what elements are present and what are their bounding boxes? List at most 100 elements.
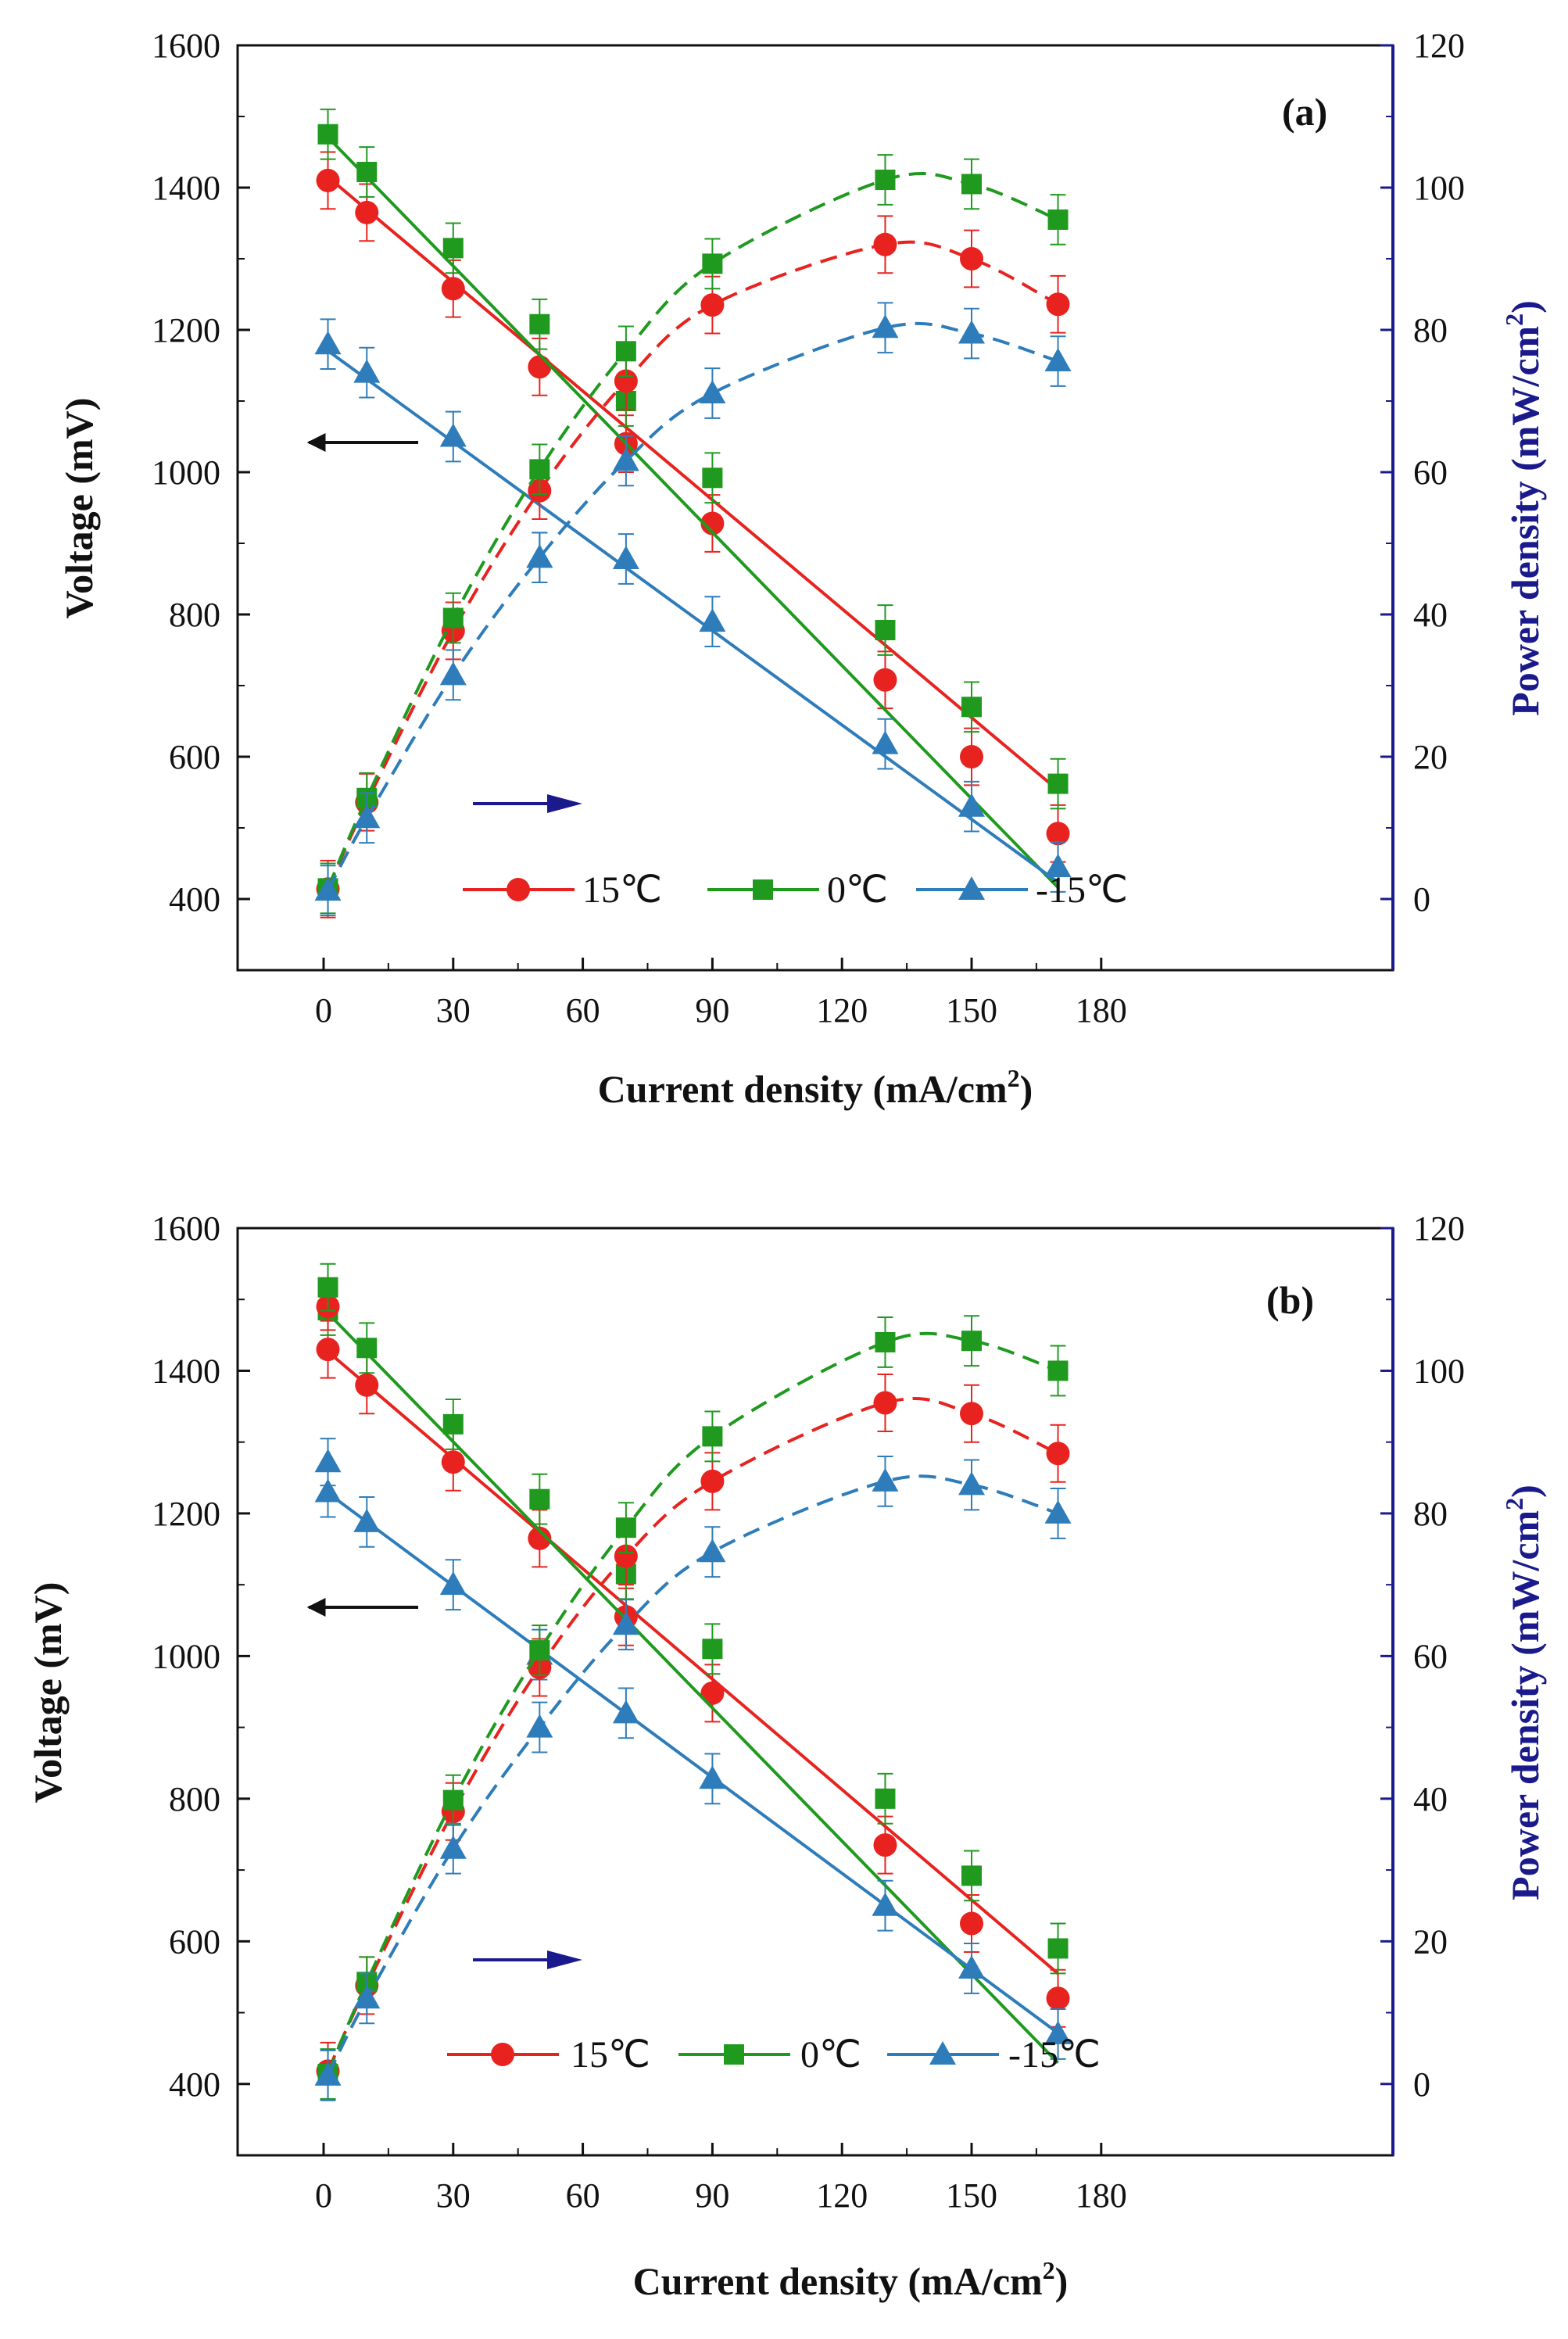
panel-a-voltage-point-15-2 <box>441 277 465 301</box>
panel-a-voltage-point-0-6 <box>875 620 896 641</box>
panel-b-voltage-point-m15-1 <box>353 1508 381 1532</box>
panel-a-legend-label-m15: -15℃ <box>1036 869 1128 911</box>
panel-b-voltage-point-0-7 <box>961 1865 982 1886</box>
panel-a-right-arrow-icon <box>473 794 582 813</box>
panel-b-ytick-label-4: 1200 <box>152 1495 220 1533</box>
panel-b-voltage-point-15-6 <box>873 1833 897 1857</box>
panel-b-ytick-label-1: 600 <box>169 1922 220 1961</box>
panel-b-label: (b) <box>1266 1278 1314 1322</box>
panel-a-voltage-fit-0 <box>327 136 1059 889</box>
panel-b-voltage-fit-15 <box>327 1350 1059 1975</box>
panel-b-power-point-m15-7 <box>958 1471 985 1495</box>
panel-b-voltage-fit-0 <box>327 1312 1059 2065</box>
panel-a-power-point-m15-4 <box>612 447 639 471</box>
panel-b-extra-point-1 <box>317 1277 338 1298</box>
panel-b-voltage-point-m15-0 <box>314 1478 342 1503</box>
panel-a-ytick-label-3: 1000 <box>152 453 220 492</box>
panel-b-power-point-m15-2 <box>439 1835 467 1859</box>
panel-a-power-point-15-5 <box>700 293 725 317</box>
panel-a-ytick-label-1: 600 <box>169 738 220 776</box>
panel-b-extra-point-2 <box>314 1449 342 1473</box>
panel-b: 0 30 60 90 120 150 180400600800100012001400160… <box>26 1209 1547 2303</box>
panel-b-ticks: 0 30 60 90 120 150 180400600800100012001400160… <box>152 1209 1465 2215</box>
panel-a-power-point-m15-0 <box>314 877 342 901</box>
panel-b-power-point-15-4 <box>614 1544 638 1568</box>
panel-a-xtick-label-4: 120 <box>816 991 868 1030</box>
panel-a-label: (a) <box>1282 90 1327 134</box>
panel-a-voltage-point-15-7 <box>960 745 983 768</box>
panel-b-ytick-label-2: 800 <box>169 1780 220 1818</box>
panel-a-ytick-label-0: 400 <box>169 880 220 919</box>
panel-a-xtick-label-2: 60 <box>566 991 600 1030</box>
panel-a-voltage-point-15-6 <box>873 668 897 692</box>
panel-b-legend-marker-m15 <box>929 2041 956 2065</box>
panel-a-xlabel: Current density (mA/cm2) <box>598 1064 1033 1111</box>
panel-b-plot-frame <box>236 1227 1394 2157</box>
panel-a-voltage-point-m15-2 <box>439 423 467 447</box>
panel-a-y2tick-label-3: 60 <box>1413 453 1448 492</box>
panel-a-power-point-15-8 <box>1046 292 1070 317</box>
panel-a-voltage-point-15-5 <box>700 511 725 535</box>
panel-b-voltage-fit-m15 <box>327 1492 1059 2035</box>
panel-b-voltage-point-0-5 <box>702 1639 723 1660</box>
panel-b-voltage-point-15-8 <box>1046 1986 1070 2011</box>
panel-a-voltage-point-m15-4 <box>612 546 639 570</box>
panel-a-y2tick-label-4: 80 <box>1413 311 1448 349</box>
panel-b-power-point-m15-3 <box>526 1714 553 1738</box>
panel-a-power-point-0-5 <box>702 253 723 274</box>
panel-b-power-point-15-8 <box>1046 1442 1070 1466</box>
panel-a-y2tick-label-6: 120 <box>1413 27 1465 65</box>
panel-a-ytick-label-6: 1600 <box>152 27 220 65</box>
panel-b-voltage-point-0-1 <box>356 1338 378 1359</box>
panel-a-voltage-point-15-0 <box>316 168 340 192</box>
panel-b-power-point-m15-4 <box>612 1611 639 1635</box>
panel-b-power-point-m15-6 <box>872 1467 899 1492</box>
panel-a-legend-label-0: 0℃ <box>827 869 888 911</box>
panel-a-power-point-0-7 <box>961 174 982 195</box>
panel-a-voltage-point-0-0 <box>317 124 338 145</box>
panel-a-power-point-m15-7 <box>958 320 985 344</box>
panel-b-y2tick-label-1: 20 <box>1413 1922 1448 1961</box>
panel-b-power-curve-0 <box>326 1331 1059 2075</box>
panel-a-power-point-m15-3 <box>526 544 553 568</box>
panel-b-xtick-label-0: 0 <box>315 2176 332 2215</box>
panel-b-voltage-point-0-2 <box>442 1413 464 1435</box>
panel-b-xtick-label-4: 120 <box>816 2176 868 2215</box>
panel-a-voltage-point-m15-5 <box>699 608 726 632</box>
panel-a-power-point-0-4 <box>615 341 636 362</box>
panel-a: 0 30 60 90 120 150 180400600800100012001400160… <box>57 27 1547 1111</box>
panel-b-power-curve-m15 <box>326 1474 1059 2076</box>
panel-b-legend-label-15: 15℃ <box>571 2034 650 2076</box>
panel-a-y2tick-label-2: 40 <box>1413 596 1448 634</box>
panel-b-legend: 15℃ 0℃ -15℃ <box>447 2034 1101 2076</box>
panel-a-voltage-point-m15-0 <box>314 331 342 355</box>
panel-a-voltage-point-0-5 <box>702 467 723 489</box>
panel-b-voltage-point-15-3 <box>528 1526 552 1550</box>
panel-a-power-point-15-6 <box>873 232 897 256</box>
panel-a-xtick-label-5: 150 <box>946 991 997 1030</box>
panel-a-power-point-m15-1 <box>353 804 381 829</box>
panel-a-series <box>314 108 1072 919</box>
panel-b-right-arrow-icon <box>473 1950 582 1969</box>
panel-a-plot-frame <box>236 44 1394 972</box>
panel-a-ticks: 0 30 60 90 120 150 180400600800100012001400160… <box>152 27 1465 1030</box>
panel-b-power-point-m15-1 <box>353 1985 381 2009</box>
panel-b-power-point-15-5 <box>700 1469 725 1493</box>
panel-b-y2tick-label-5: 100 <box>1413 1352 1465 1390</box>
panel-b-y2tick-label-2: 40 <box>1413 1780 1448 1818</box>
panel-a-voltage-point-15-1 <box>355 200 379 224</box>
panel-b-power-point-15-6 <box>873 1391 897 1415</box>
panel-b-legend-label-0: 0℃ <box>800 2034 861 2076</box>
panel-a-legend-marker-0 <box>753 879 773 900</box>
panel-b-xtick-label-1: 30 <box>436 2176 471 2215</box>
panel-a-power-curve-15 <box>326 240 1059 890</box>
panel-a-y2tick-label-1: 20 <box>1413 738 1448 776</box>
panel-b-voltage-point-15-1 <box>355 1373 379 1397</box>
panel-a-voltage-point-m15-6 <box>872 730 899 754</box>
panel-b-voltage-point-m15-6 <box>872 1892 899 1916</box>
panel-b-power-point-0-2 <box>442 1789 464 1811</box>
panel-a-xtick-label-3: 90 <box>695 991 729 1030</box>
panel-b-voltage-point-0-8 <box>1047 1938 1069 1959</box>
panel-b-power-point-0-3 <box>529 1640 550 1661</box>
